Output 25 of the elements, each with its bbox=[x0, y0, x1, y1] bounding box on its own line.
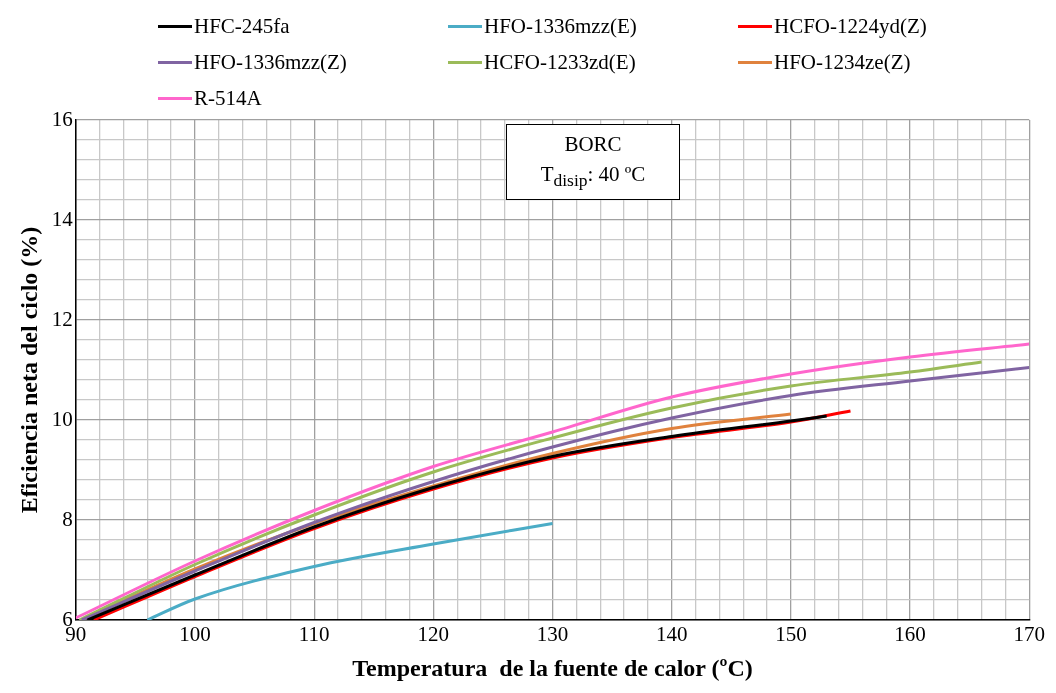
legend-label: R-514A bbox=[194, 85, 262, 111]
x-axis-title: Temperatura de la fuente de calor (ºC) bbox=[352, 654, 753, 681]
x-tick-label: 100 bbox=[179, 622, 211, 647]
x-tick-label: 130 bbox=[536, 622, 569, 647]
legend-label: HFO-1336mzz(Z) bbox=[194, 49, 347, 75]
y-tick-label: 14 bbox=[51, 206, 74, 231]
legend-label: HFC-245fa bbox=[194, 13, 290, 39]
y-tick-label: 12 bbox=[51, 306, 73, 331]
y-tick-label: 8 bbox=[62, 506, 73, 531]
x-tick-label: 150 bbox=[775, 622, 807, 647]
legend-label: HCFO-1233zd(E) bbox=[484, 49, 636, 75]
x-tick-label: 110 bbox=[298, 622, 330, 647]
annotation: BORC bbox=[563, 131, 623, 158]
y-tick-label: 10 bbox=[51, 406, 73, 431]
x-tick-label: 160 bbox=[894, 622, 926, 647]
x-tick-label: 170 bbox=[1013, 622, 1045, 647]
x-tick-label: 120 bbox=[417, 622, 450, 647]
y-axis-title: Eficiencia neta del ciclo (%) bbox=[15, 226, 42, 514]
legend-label: HFO-1234ze(Z) bbox=[774, 49, 911, 75]
annotation: T$_{disip}$: 40 ºC bbox=[539, 161, 647, 193]
y-tick-label: 16 bbox=[51, 106, 73, 131]
label-box: BORC T$_{disip}$: 40 ºC bbox=[506, 124, 680, 201]
legend-label: HFO-1336mzz(E) bbox=[484, 13, 637, 39]
x-tick-label: 140 bbox=[655, 622, 688, 647]
legend-label: HCFO-1224yd(Z) bbox=[774, 13, 927, 39]
